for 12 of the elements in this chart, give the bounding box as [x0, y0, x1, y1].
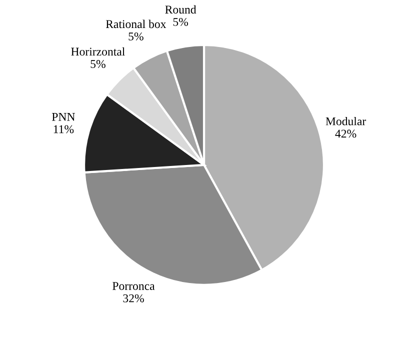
slice-label: PNN	[52, 113, 75, 121]
slice-label: Rational box	[106, 20, 166, 28]
data-label: 5%	[128, 32, 144, 40]
slice-label: Horirzontal	[71, 47, 125, 56]
data-label: 5%	[90, 60, 106, 68]
slice-label: Modular	[326, 116, 366, 126]
data-label: 5%	[173, 18, 188, 26]
slice-label: Porronca	[112, 282, 155, 290]
slice-label: Round	[165, 5, 196, 14]
data-label: 11%	[54, 125, 74, 134]
data-label: 32%	[123, 294, 144, 302]
data-label: 42%	[335, 130, 356, 138]
